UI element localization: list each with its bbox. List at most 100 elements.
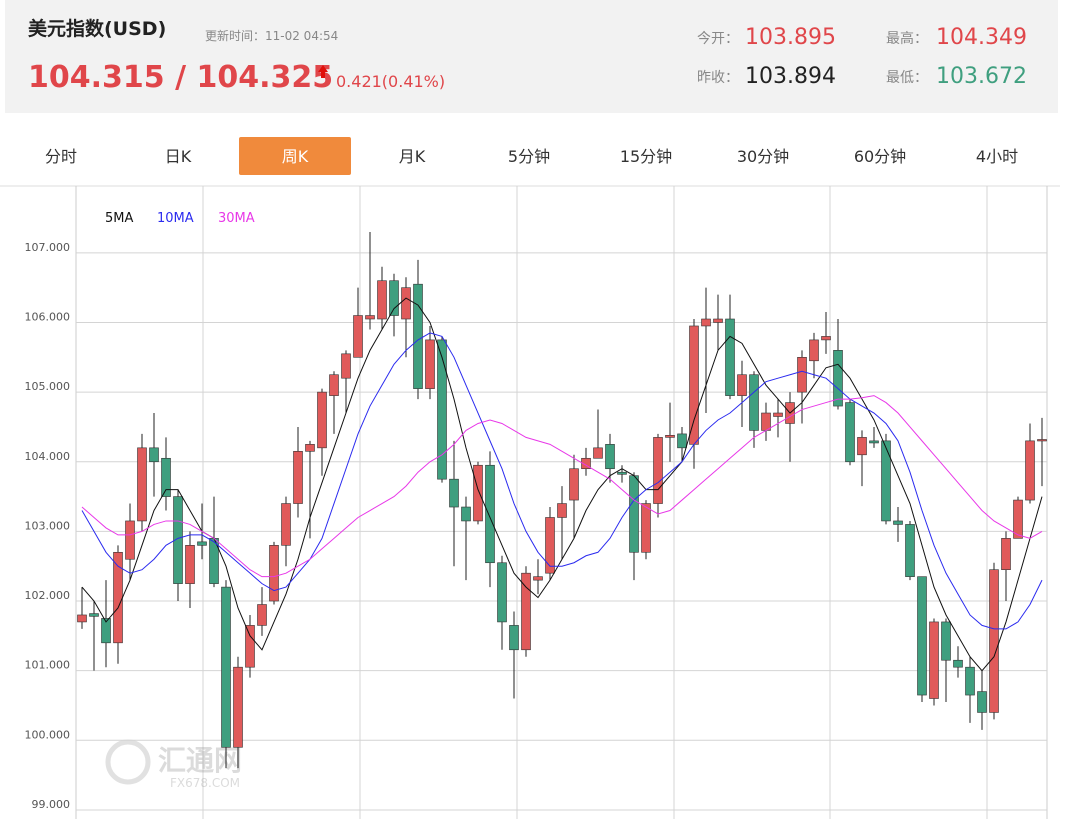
candle-body <box>161 457 171 497</box>
candle-body <box>653 437 663 504</box>
candle-body <box>857 437 867 456</box>
low-value: 103.672 <box>936 64 1027 89</box>
ma-line <box>81 395 1043 578</box>
candle-body <box>569 468 579 501</box>
tab[interactable]: 4小时 <box>976 147 1018 166</box>
tab[interactable]: 30分钟 <box>737 147 789 166</box>
candle-body <box>401 287 411 320</box>
candle-body <box>509 625 519 651</box>
candle-body <box>353 315 363 358</box>
candle-body <box>233 666 243 748</box>
low-label: 最低： <box>886 70 928 86</box>
candle-body <box>665 435 675 438</box>
ma-line <box>81 332 1043 630</box>
candle-body <box>485 464 495 564</box>
open-label: 今开： <box>697 31 739 47</box>
high-value: 104.349 <box>936 25 1027 50</box>
candle-body <box>545 517 555 574</box>
candle-body <box>365 315 375 320</box>
candle-body <box>881 440 891 522</box>
candle-body <box>149 447 159 463</box>
high-label: 最高： <box>886 30 928 47</box>
candle-body <box>197 541 207 546</box>
update-time: 更新时间：11-02 04:54 <box>205 28 338 43</box>
candle-body <box>725 318 735 396</box>
candle-body <box>317 391 327 449</box>
open-value: 103.895 <box>745 25 836 50</box>
watermark-name: 汇通网 <box>158 744 242 777</box>
y-tick-label: 100.000 <box>25 728 71 741</box>
candle-body <box>773 412 783 417</box>
prev-close-value: 103.894 <box>745 64 836 89</box>
header-panel <box>5 0 1058 113</box>
candle-body <box>257 604 267 626</box>
tab[interactable]: 月K <box>399 147 426 166</box>
candle-body <box>677 433 687 449</box>
tab[interactable]: 周K <box>282 147 309 166</box>
candle-body <box>305 444 315 452</box>
candle-body <box>77 614 87 623</box>
candle-body <box>869 440 879 444</box>
candle-body <box>221 586 231 748</box>
candle-body <box>329 374 339 396</box>
candle-body <box>101 618 111 644</box>
candle-body <box>965 666 975 696</box>
y-tick-label: 105.000 <box>25 380 71 393</box>
y-tick-label: 99.000 <box>32 798 71 811</box>
candle-body <box>713 318 723 323</box>
watermark-site: FX678.COM <box>170 776 240 790</box>
candle-body <box>425 339 435 389</box>
up-arrow <box>318 65 328 78</box>
y-tick-label: 101.000 <box>25 659 71 672</box>
candle-body <box>377 280 387 320</box>
tab[interactable]: 5分钟 <box>508 147 550 166</box>
prev-close-label: 昨收： <box>697 70 739 86</box>
candle-body <box>1037 439 1047 442</box>
candle-body <box>617 471 627 475</box>
candle-body <box>593 447 603 459</box>
candle-body <box>953 659 963 668</box>
y-tick-label: 102.000 <box>25 589 71 602</box>
candle-body <box>641 503 651 553</box>
candle-body <box>989 569 999 713</box>
candle-body <box>413 283 423 389</box>
candle-body <box>821 336 831 341</box>
tab[interactable]: 15分钟 <box>620 147 672 166</box>
tab[interactable]: 60分钟 <box>854 147 906 166</box>
tab-bar: 分时 日K 周K 月K 5分钟 15分钟 30分钟 60分钟 4小时 <box>45 137 1018 175</box>
tab[interactable]: 分时 <box>45 147 77 166</box>
candle-body <box>737 374 747 396</box>
candle-body <box>137 447 147 522</box>
candle-body <box>125 520 135 560</box>
candle-body <box>269 545 279 602</box>
candle-body <box>941 621 951 661</box>
title: 美元指数(USD) <box>28 17 166 40</box>
candle-body <box>281 503 291 546</box>
candle-body <box>341 353 351 379</box>
candle-body <box>245 625 255 668</box>
candle-body <box>1001 538 1011 570</box>
candle-body <box>581 457 591 470</box>
tab-active-bg <box>239 137 351 175</box>
candle-body <box>845 402 855 463</box>
candle-body <box>797 357 807 393</box>
y-tick-label: 103.000 <box>25 519 71 532</box>
candle-body <box>761 412 771 431</box>
candle-body <box>89 613 99 617</box>
vertical-grid <box>202 186 988 819</box>
price: 104.315 / 104.325 <box>28 60 333 95</box>
candle-body <box>293 451 303 504</box>
candle-body <box>461 506 471 522</box>
candle-body <box>749 374 759 431</box>
candle-body <box>917 576 927 696</box>
legend-entry: 10MA <box>157 211 194 226</box>
tab[interactable]: 日K <box>165 147 192 166</box>
candle-body <box>521 572 531 651</box>
candle-body <box>905 524 915 577</box>
ma-line <box>81 297 1043 672</box>
candle-body <box>389 280 399 316</box>
candle-body <box>833 350 843 407</box>
candle-body <box>929 621 939 699</box>
